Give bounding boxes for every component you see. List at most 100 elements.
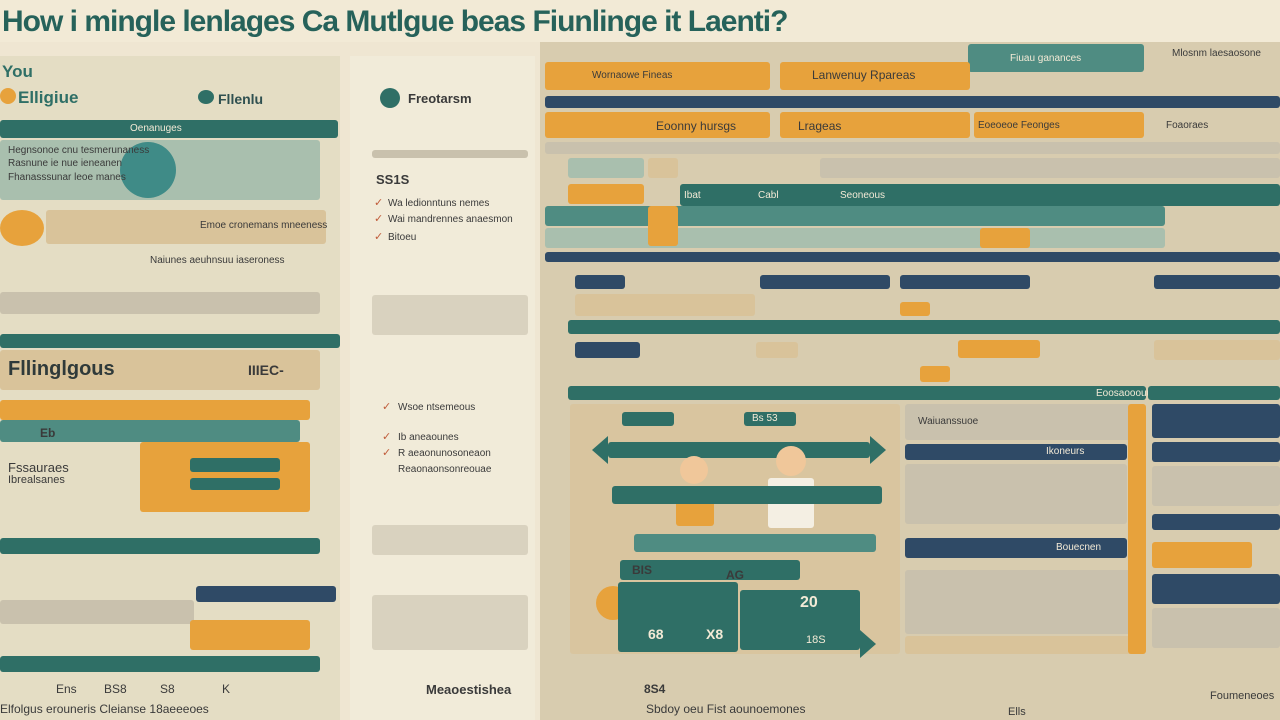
arrow-left-icon [592, 436, 608, 464]
top-tab-2-label: Lanwenuy Rpareas [812, 68, 916, 82]
card-1-label: Waiuanssuoe [918, 416, 979, 427]
row-chip-1[interactable] [568, 158, 644, 178]
stat-chip-2 [744, 412, 796, 426]
left-bottom-bar-2 [196, 586, 336, 602]
row-teal-2 [545, 206, 1165, 226]
left-bottom-bar-4 [0, 656, 320, 672]
chip-navy-5[interactable] [575, 342, 640, 358]
mid-check-7: Reaonaonsonreouae [398, 464, 492, 475]
num-8s4: 8S4 [644, 682, 666, 696]
left-footer-num-3: S8 [160, 682, 175, 696]
side-card-2[interactable] [1152, 442, 1280, 462]
top-tab-1[interactable] [545, 62, 770, 90]
left-row-5: Naiunes aeuhnsuu iaseroness [150, 255, 285, 266]
right-sep [545, 142, 1280, 154]
row-teal-1 [680, 184, 1280, 206]
left-teal-bar [0, 420, 300, 442]
row-tan-1 [575, 294, 755, 316]
orange-disc-icon [0, 210, 44, 246]
left-row-1: Hegnsonoe cnu tesmerunaness [8, 145, 150, 156]
num-ag: AG [726, 568, 744, 582]
num-18s: 18S [806, 634, 826, 646]
row2-label-1: Ibat [684, 190, 701, 201]
mid-check-4: Wsoe ntsemeous [398, 402, 476, 413]
card-2[interactable] [905, 444, 1127, 460]
row-sage-1 [545, 228, 1165, 248]
chip-navy-1[interactable] [575, 275, 625, 289]
left-divider [0, 334, 340, 348]
mid-footer: Meaoestishea [426, 682, 512, 697]
right-teal-divider [568, 320, 1280, 334]
stat-label-1: Bs 53 [752, 413, 778, 424]
right-nav-bar [545, 96, 1280, 108]
left-grey-bar [0, 292, 320, 314]
freotarsm-header: Freotarsm [408, 91, 472, 106]
arrow-bar-3 [634, 534, 876, 552]
fl-section-bar [0, 350, 320, 390]
row-chip-2 [648, 158, 678, 178]
mid-tab-3[interactable] [974, 112, 1144, 138]
top-tab-2[interactable] [780, 62, 970, 90]
left-bottom-bar-3 [0, 600, 194, 624]
fileniu-label: Fllenlu [218, 91, 264, 107]
num-x8: X8 [706, 626, 724, 642]
left-row-2: Rasnune ie nue ieneanen [8, 158, 122, 169]
mid-block-3 [372, 595, 528, 650]
mid-tab-2[interactable] [780, 112, 970, 138]
you-label: You [2, 62, 33, 81]
mid-check-2: Wai mandrennes anaesmon [388, 214, 513, 225]
mid-check-6: R aeaonunosoneaon [398, 448, 491, 459]
chip-tan-1[interactable] [756, 342, 798, 358]
left-small-bar-2 [190, 478, 280, 490]
left-orange-bar [0, 400, 310, 420]
arrow-bar-1 [608, 442, 870, 458]
side-card-1[interactable] [1152, 404, 1280, 438]
arrow-right-icon [870, 436, 886, 464]
chip-navy-4[interactable] [1154, 275, 1280, 289]
row-orange-col [648, 206, 678, 246]
elgiue-icon [0, 88, 16, 104]
mid-line-1 [372, 150, 528, 158]
person-head-2 [776, 446, 806, 476]
fileniu-icon [198, 90, 214, 104]
row2-label-2: Cabl [758, 190, 779, 201]
mid-block-2 [372, 525, 528, 555]
freotarsm-icon [380, 88, 400, 108]
row2-label-3: Seoneous [840, 190, 886, 201]
right-footer-mid: Ells [1008, 706, 1026, 718]
card-3 [905, 464, 1127, 524]
num-20: 20 [800, 594, 818, 611]
right-nav-bar-2 [545, 252, 1280, 262]
top-tab-3-label: Fiuau ganances [1010, 53, 1082, 64]
stat-chip-1 [622, 412, 674, 426]
chip-navy-2[interactable] [760, 275, 890, 289]
right-footer: Sbdoy oeu Fist aounoemones [646, 702, 806, 716]
left-header-label: Oenanuges [130, 123, 182, 134]
card-5 [905, 570, 1145, 634]
card-2-label: Ikoneurs [1046, 446, 1085, 457]
card-1 [905, 404, 1145, 440]
bottom-teal-block-2 [740, 590, 860, 650]
right-footer-right: Foumeneoes [1210, 690, 1275, 702]
top-tab-3[interactable] [968, 44, 1144, 72]
left-tan-block [46, 210, 326, 244]
top-tab-1-label: Wornaowe Fineas [592, 70, 673, 81]
left-row-4: Emoe cronemans mneeness [200, 220, 328, 231]
num-bis: BIS [632, 563, 653, 577]
side-card-4[interactable] [1152, 514, 1280, 530]
person-head-1 [680, 456, 708, 484]
mid-tab-1[interactable] [545, 112, 770, 138]
row-orange-chip-2 [900, 302, 930, 316]
fs-title: Fssauraes [8, 460, 69, 475]
fs-sub: Ibrealsanes [8, 474, 65, 486]
chip-navy-3[interactable] [900, 275, 1030, 289]
side-card-5 [1152, 542, 1252, 568]
side-card-6[interactable] [1152, 574, 1280, 604]
mid-block-1 [372, 295, 528, 335]
section-bar [568, 386, 1146, 400]
section-bar-right [1148, 386, 1280, 400]
bottom-teal-block [618, 582, 738, 652]
left-header-bar [0, 120, 338, 138]
chip-orange-1[interactable] [958, 340, 1040, 358]
card-4[interactable] [905, 538, 1127, 558]
